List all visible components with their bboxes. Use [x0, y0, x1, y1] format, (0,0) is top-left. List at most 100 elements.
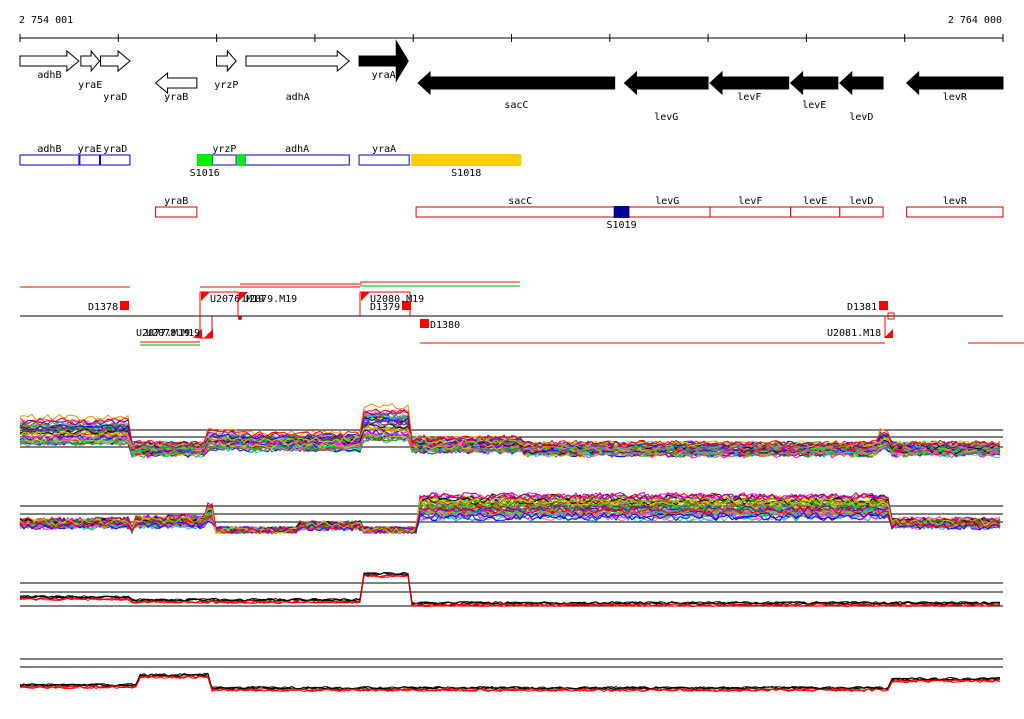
- gene-label-levd: levD: [849, 112, 873, 123]
- feature-d1380-marker[interactable]: [420, 319, 429, 328]
- feature-u2080-marker[interactable]: [361, 292, 370, 301]
- expression-trace: [19, 511, 1001, 534]
- segment-label-s1016: S1016: [190, 168, 220, 179]
- gene-arrow-levf[interactable]: [709, 70, 790, 96]
- annotation-box-yrae[interactable]: [79, 154, 101, 166]
- gene-arrow-sacc[interactable]: [417, 70, 616, 96]
- annotation-plus-track: adhB yraE yraD yrzP adhA yraA S1016 S1018: [19, 144, 522, 179]
- expression-trace: [19, 508, 1001, 534]
- ruler-end-label: 2 764 000: [948, 15, 1002, 26]
- annotation-label-levf: levF: [738, 196, 762, 207]
- expression-trace: [19, 497, 1001, 535]
- feature-u2078-marker[interactable]: [204, 329, 213, 338]
- feature-junction: [238, 316, 242, 320]
- annotation-label-levr: levR: [943, 196, 968, 207]
- annotation-label-levd: levD: [849, 196, 873, 207]
- annotation-label-adha: adhA: [285, 144, 309, 155]
- annotation-minus-track: yraB sacC levG levF levE levD levR S1019: [155, 196, 1004, 231]
- gene-label-leve: levE: [802, 100, 826, 111]
- annotation-box-adha[interactable]: [244, 154, 350, 166]
- annotation-label-yrae: yraE: [78, 144, 102, 155]
- annotation-box-levr[interactable]: [906, 206, 1004, 218]
- gene-label-sacc: sacC: [504, 100, 528, 111]
- expression-trace: [19, 492, 1001, 534]
- feature-junction: [887, 312, 895, 320]
- annotation-box-yrad[interactable]: [100, 154, 131, 166]
- expression-trace: [19, 674, 1001, 693]
- feature-u2076-label: U2076.M19: [210, 294, 264, 305]
- gene-label-yrzp: yrzP: [214, 80, 238, 91]
- annotation-box-levf[interactable]: [709, 206, 792, 218]
- gene-label-yrae: yraE: [78, 80, 102, 91]
- gene-label-yrab: yraB: [164, 92, 188, 103]
- gene-arrow-yrab[interactable]: [154, 71, 198, 95]
- gene-arrow-yrad[interactable]: [100, 49, 131, 73]
- feature-u2081-label: U2081.M18: [827, 328, 881, 339]
- coordinate-ruler: 2 754 001 2 764 000: [19, 15, 1004, 42]
- annotation-label-adhb: adhB: [37, 144, 61, 155]
- gene-arrow-yraa[interactable]: [358, 39, 409, 83]
- gene-label-adha: adhA: [286, 92, 310, 103]
- segment-s1018[interactable]: [411, 154, 522, 166]
- feature-d1381-marker[interactable]: [879, 301, 888, 310]
- expression-trace: [19, 497, 1001, 535]
- expression-profile-track-3: [19, 571, 1003, 608]
- annotation-box-yrzp[interactable]: [212, 154, 237, 166]
- feature-u2077-marker[interactable]: [193, 329, 202, 338]
- gene-arrow-adha[interactable]: [245, 49, 351, 73]
- feature-u2081-marker[interactable]: [884, 329, 893, 338]
- annotation-label-leve: levE: [803, 196, 827, 207]
- feature-u2076-marker[interactable]: [201, 292, 210, 301]
- annotation-label-yrad: yraD: [103, 144, 127, 155]
- annotation-box-leve[interactable]: [790, 206, 841, 218]
- expression-profile-track-4: [19, 658, 1003, 693]
- annotation-box-levg[interactable]: [624, 206, 711, 218]
- feature-u2078-label: U2078.M19: [146, 328, 200, 339]
- feature-d1379-marker[interactable]: [402, 301, 411, 310]
- gene-arrow-levg[interactable]: [623, 70, 709, 96]
- annotation-box-sacc[interactable]: [415, 206, 626, 218]
- feature-connector: [199, 291, 239, 316]
- feature-d1378-marker[interactable]: [120, 301, 129, 310]
- expression-trace: [19, 572, 1001, 606]
- ruler-start-label: 2 754 001: [19, 15, 73, 26]
- expression-profile-track-2: [19, 491, 1003, 535]
- annotation-box-yraa[interactable]: [358, 154, 410, 166]
- annotation-box-yrab[interactable]: [155, 206, 198, 218]
- gene-arrow-levd[interactable]: [839, 70, 884, 96]
- annotation-label-sacc: sacC: [508, 196, 532, 207]
- expression-trace: [19, 408, 1001, 447]
- expression-trace: [19, 673, 1001, 691]
- annotation-label-levg: levG: [655, 196, 679, 207]
- gene-label-levg: levG: [654, 112, 678, 123]
- feature-u2080-label: U2080.M19: [370, 294, 424, 305]
- annotation-label-yraa: yraA: [372, 144, 396, 155]
- annotation-label-yrab: yraB: [164, 196, 188, 207]
- segment-s1019[interactable]: [613, 206, 630, 218]
- feature-u2079-marker[interactable]: [239, 292, 248, 301]
- feature-d1380-label: D1380: [430, 320, 460, 331]
- annotation-label-yrzp: yrzP: [212, 144, 236, 155]
- feature-d1379-label: D1379: [370, 302, 400, 313]
- gene-label-adhb: adhB: [37, 70, 61, 81]
- gene-label-yrad: yraD: [103, 92, 127, 103]
- expression-trace: [19, 574, 1001, 608]
- gene-arrow-levr[interactable]: [905, 70, 1004, 96]
- annotation-box-levd[interactable]: [839, 206, 884, 218]
- gene-arrow-yrzp[interactable]: [216, 49, 237, 73]
- expression-trace: [19, 497, 1001, 534]
- segment-s1016[interactable]: [196, 154, 213, 166]
- gene-arrow-yrae[interactable]: [80, 49, 101, 73]
- segment-label-s1018: S1018: [451, 168, 481, 179]
- gene-arrow-adhb[interactable]: [19, 49, 80, 73]
- segment-unlabeled[interactable]: [237, 154, 246, 166]
- feature-track: D1378 D1379 D1381 D1380 U2076.M19 U2079.…: [20, 281, 1024, 346]
- feature-u2077-label: U2077.M19: [136, 328, 190, 339]
- gene-label-levr: levR: [943, 92, 968, 103]
- annotation-box-adhb[interactable]: [19, 154, 80, 166]
- expression-trace: [19, 491, 1001, 535]
- gene-arrow-leve[interactable]: [789, 70, 839, 96]
